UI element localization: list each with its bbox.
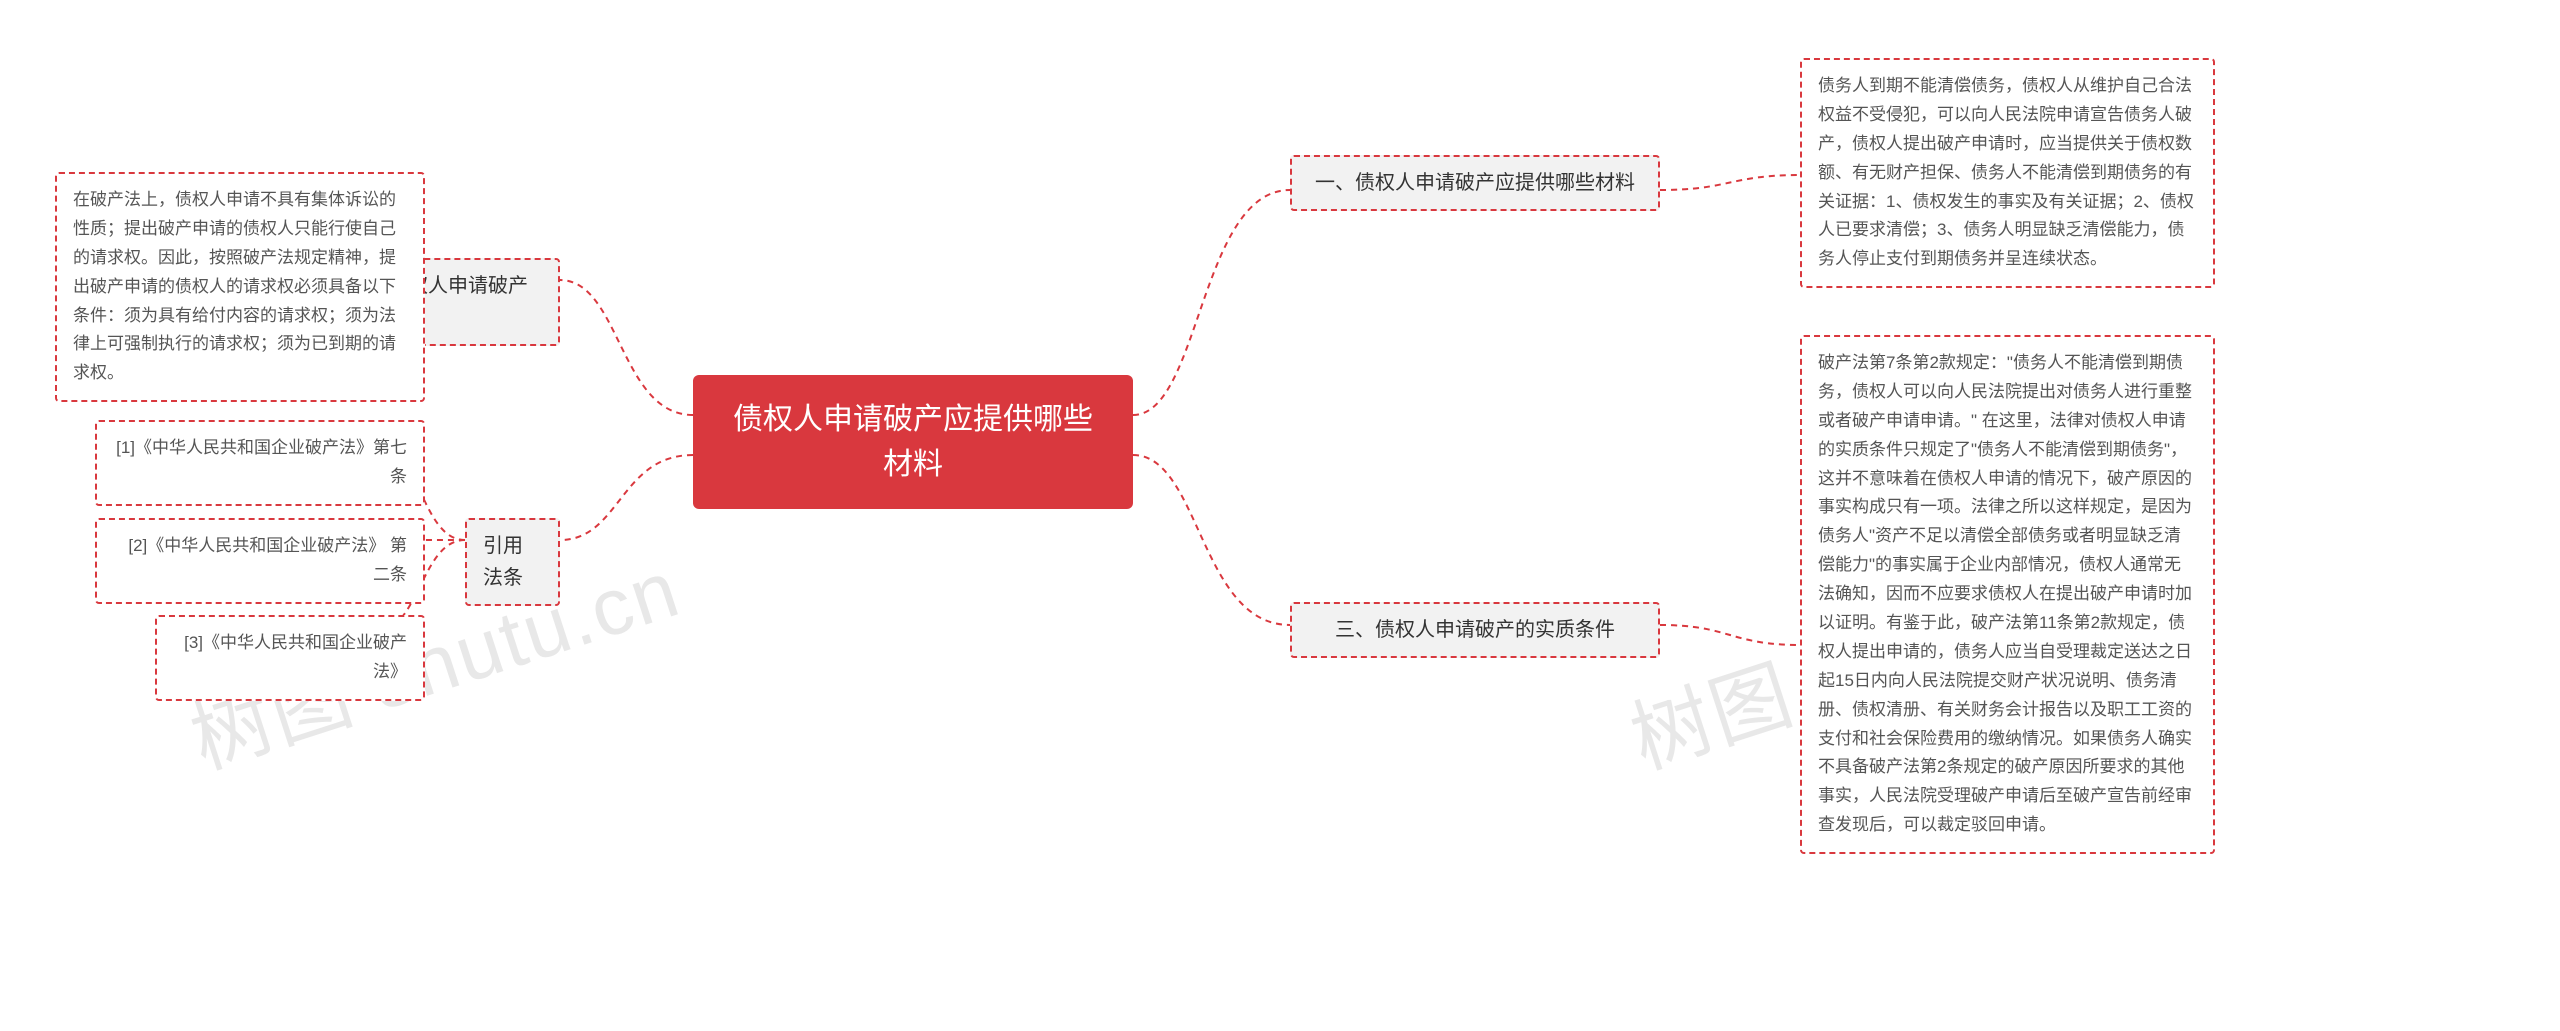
- leaf-lref-1-text: [1]《中华人民共和国企业破产法》第七条: [113, 434, 407, 492]
- branch-r3: 三、债权人申请破产的实质条件: [1290, 602, 1660, 658]
- leaf-lref-3: [3]《中华人民共和国企业破产法》: [155, 615, 425, 701]
- leaf-r1: 债务人到期不能清偿债务，债权人从维护自己合法权益不受侵犯，可以向人民法院申请宣告…: [1800, 58, 2215, 288]
- leaf-r3-text: 破产法第7条第2款规定："债务人不能清偿到期债务，债权人可以向人民法院提出对债务…: [1818, 349, 2197, 840]
- leaf-lref-1: [1]《中华人民共和国企业破产法》第七条: [95, 420, 425, 506]
- branch-lref-label: 引用法条: [483, 530, 542, 594]
- leaf-l2: 在破产法上，债权人申请不具有集体诉讼的性质；提出破产申请的债权人只能行使自己的请…: [55, 172, 425, 402]
- branch-lref: 引用法条: [465, 518, 560, 606]
- branch-r3-label: 三、债权人申请破产的实质条件: [1335, 614, 1615, 646]
- leaf-l2-text: 在破产法上，债权人申请不具有集体诉讼的性质；提出破产申请的债权人只能行使自己的请…: [73, 186, 407, 388]
- center-node: 债权人申请破产应提供哪些材料: [693, 375, 1133, 509]
- center-label: 债权人申请破产应提供哪些材料: [723, 397, 1103, 487]
- leaf-lref-2-text: [2]《中华人民共和国企业破产法》 第二条: [113, 532, 407, 590]
- leaf-r3: 破产法第7条第2款规定："债务人不能清偿到期债务，债权人可以向人民法院提出对债务…: [1800, 335, 2215, 854]
- leaf-lref-3-text: [3]《中华人民共和国企业破产法》: [173, 629, 407, 687]
- branch-r1-label: 一、债权人申请破产应提供哪些材料: [1315, 167, 1635, 199]
- leaf-r1-text: 债务人到期不能清偿债务，债权人从维护自己合法权益不受侵犯，可以向人民法院申请宣告…: [1818, 72, 2197, 274]
- branch-r1: 一、债权人申请破产应提供哪些材料: [1290, 155, 1660, 211]
- leaf-lref-2: [2]《中华人民共和国企业破产法》 第二条: [95, 518, 425, 604]
